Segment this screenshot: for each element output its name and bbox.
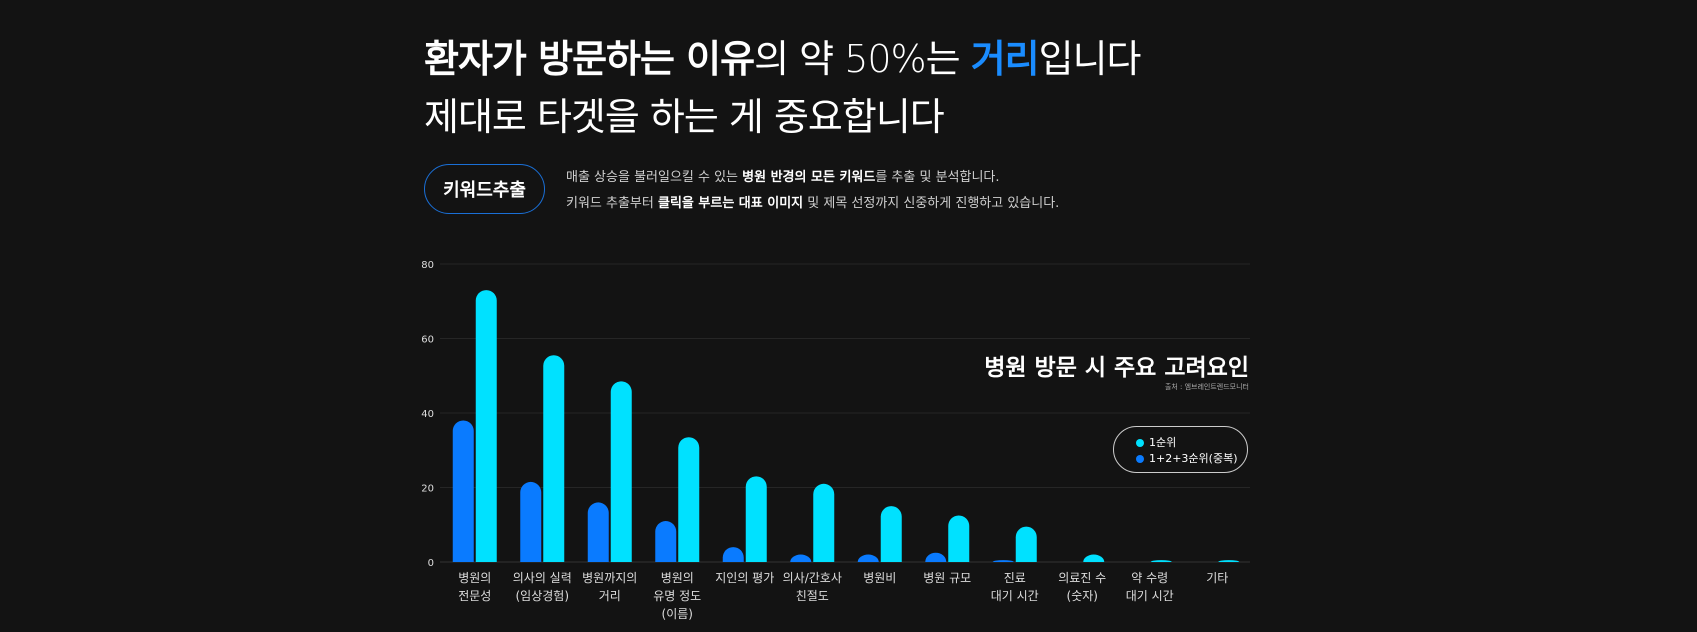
x-tick-label: 병원의	[458, 571, 491, 585]
x-tick-label: (임상경험)	[515, 589, 569, 603]
desc-text: 매출 상승을 불러일으킬 수 있는	[566, 170, 743, 185]
headline: 환자가 방문하는 이유의 약 50%는 거리입니다 제대로 타겟을 하는 게 중…	[424, 30, 1142, 146]
y-tick-label: 20	[421, 484, 434, 495]
bar	[610, 381, 632, 562]
desc-text: 키워드 추출부터	[566, 196, 658, 211]
legend-label: 1순위	[1149, 436, 1177, 449]
legend-label: 1+2+3순위(중복)	[1149, 452, 1238, 465]
y-tick-label: 0	[428, 558, 434, 569]
legend-item-1st: 1순위	[1136, 435, 1247, 451]
bar	[813, 483, 835, 562]
x-tick-label: 전문성	[458, 589, 491, 603]
bar	[880, 506, 902, 562]
headline-bold: 환자가 방문하는 이유	[424, 37, 755, 81]
x-tick-label: 지인의 평가	[715, 571, 774, 585]
bar	[475, 290, 497, 562]
headline-accent: 거리	[970, 37, 1040, 81]
bar	[678, 437, 700, 562]
headline-line1: 환자가 방문하는 이유의 약 50%는 거리입니다	[424, 30, 1142, 88]
y-tick-label: 60	[421, 335, 434, 346]
desc-bold: 클릭을 부르는 대표 이미지	[658, 196, 804, 211]
bar	[452, 420, 474, 562]
bar	[790, 554, 812, 562]
chart-legend: 1순위 1+2+3순위(중복)	[1113, 426, 1248, 473]
x-tick-label: 유명 정도	[653, 589, 701, 603]
x-tick-label: 기타	[1206, 571, 1228, 585]
desc-text: 를 추출 및 분석합니다.	[875, 170, 1000, 185]
bar	[992, 560, 1014, 562]
bar	[1150, 560, 1172, 562]
x-tick-label: 병원 규모	[923, 571, 971, 585]
y-tick-label: 40	[421, 409, 434, 420]
x-tick-label: 진료	[1004, 571, 1026, 585]
x-tick-label: 병원까지의	[582, 571, 637, 585]
chart-title: 병원 방문 시 주요 고려요인	[984, 355, 1249, 381]
headline-mid: 의 약 50%는	[754, 37, 971, 81]
x-tick-label: 친절도	[796, 589, 829, 603]
bar	[857, 554, 879, 562]
legend-item-combined: 1+2+3순위(중복)	[1136, 451, 1247, 467]
x-tick-label: 병원비	[863, 571, 896, 585]
bar	[587, 502, 609, 562]
x-tick-label: 의사/간호사	[783, 571, 842, 585]
headline-line2: 제대로 타겟을 하는 게 중요합니다	[424, 95, 945, 139]
x-tick-label: 의사의 실력	[513, 571, 572, 585]
bar	[925, 552, 947, 562]
keyword-extract-badge: 키워드추출	[424, 164, 545, 214]
bar	[1015, 526, 1037, 562]
x-tick-label: 대기 시간	[1126, 589, 1174, 603]
x-tick-label: 대기 시간	[991, 589, 1039, 603]
x-tick-label: 의료진 수	[1058, 571, 1106, 585]
x-tick-label: (이름)	[662, 607, 693, 621]
x-tick-label: (숫자)	[1067, 589, 1098, 603]
y-tick-label: 80	[421, 260, 434, 271]
bar	[948, 515, 970, 562]
bar	[1083, 554, 1105, 562]
desc-bold: 병원 반경의 모든 키워드	[742, 170, 876, 185]
bar	[722, 547, 744, 562]
bar	[543, 355, 565, 562]
x-tick-label: 약 수령	[1131, 570, 1168, 585]
description: 매출 상승을 불러일으킬 수 있는 병원 반경의 모든 키워드를 추출 및 분석…	[566, 165, 1059, 217]
bar	[655, 521, 677, 562]
desc-text: 및 제목 선정까지 신중하게 진행하고 있습니다.	[803, 196, 1060, 211]
chart-source: 출처 : 엠브레인트렌드모니터	[1164, 383, 1249, 391]
bar	[520, 481, 542, 562]
description-line2: 키워드 추출부터 클릭을 부르는 대표 이미지 및 제목 선정까지 신중하게 진…	[566, 191, 1059, 217]
legend-dot-light	[1136, 439, 1144, 447]
headline-end: 입니다	[1038, 37, 1142, 81]
description-line1: 매출 상승을 불러일으킬 수 있는 병원 반경의 모든 키워드를 추출 및 분석…	[566, 165, 1059, 191]
bar	[745, 476, 767, 562]
bar	[1218, 560, 1240, 562]
legend-dot-dark	[1136, 455, 1144, 463]
x-tick-label: 거리	[599, 589, 621, 603]
x-tick-label: 병원의	[661, 571, 694, 585]
